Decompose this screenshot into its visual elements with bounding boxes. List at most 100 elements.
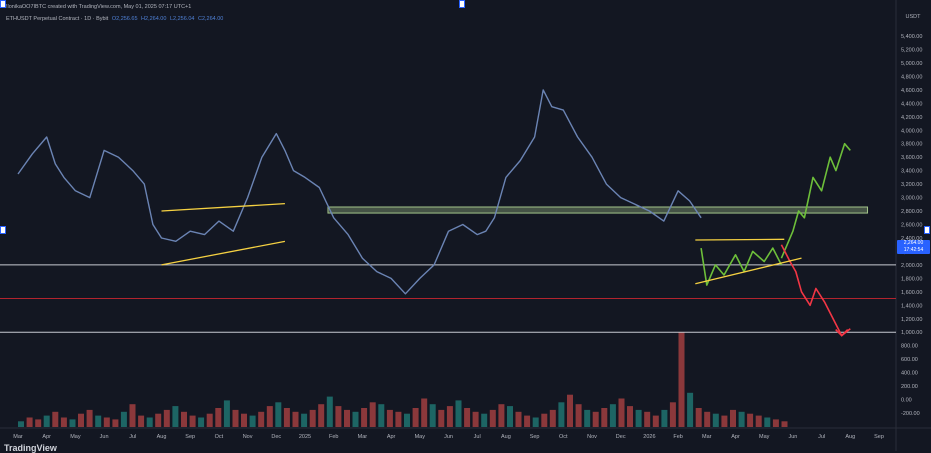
volume-bar	[249, 415, 256, 427]
volume-bar	[120, 411, 127, 427]
tradingview-logo[interactable]: TradingView	[4, 443, 57, 453]
high-value: H2,264.00	[141, 16, 167, 22]
volume-bar	[472, 411, 479, 427]
volume-bar	[35, 419, 42, 427]
x-tick-label: Jun	[100, 434, 109, 440]
volume-bar	[644, 411, 651, 427]
volume-bar	[738, 411, 745, 427]
volume-bar	[206, 413, 213, 427]
symbol-title[interactable]: ETHUSDT Perpetual Contract · 1D · Bybit	[6, 16, 109, 22]
x-tick-label: 2026	[643, 434, 655, 440]
x-tick-label: Feb	[329, 434, 338, 440]
volume-bar	[575, 404, 582, 427]
volume-bar	[335, 406, 342, 427]
x-tick-label: Apr	[731, 434, 740, 440]
x-tick-label: Apr	[42, 434, 51, 440]
trendline	[161, 240, 286, 266]
selection-handle-top-right[interactable]	[459, 0, 465, 8]
y-tick-label: 0.00	[901, 398, 912, 404]
volume-bar	[258, 411, 265, 427]
y-tick-label: 3,400.00	[901, 169, 922, 175]
volume-bar	[541, 413, 548, 427]
x-tick-label: Sep	[530, 434, 540, 440]
volume-bar	[712, 413, 719, 427]
volume-bar	[695, 408, 702, 427]
bar-countdown: 17:42:54	[903, 247, 924, 253]
trendlines	[161, 202, 802, 285]
volume-bar	[275, 402, 282, 427]
y-tick-label: -200.00	[901, 411, 920, 417]
time-axis[interactable]: Mar Apr May Jun Jul Aug Sep Oct Nov Dec 2025 Feb Mar…	[13, 434, 884, 440]
volume-bar	[26, 417, 33, 427]
volume-bar	[687, 392, 694, 427]
selection-handle-top-left[interactable]	[0, 0, 6, 8]
y-tick-label: 4,800.00	[901, 74, 922, 80]
y-tick-label: 5,000.00	[901, 61, 922, 67]
volume-bar	[438, 409, 445, 427]
volume-bar	[146, 417, 153, 427]
y-tick-label: 600.00	[901, 357, 918, 363]
volume-bar	[395, 411, 402, 427]
volume-bar	[704, 411, 711, 427]
volume-bar	[172, 406, 179, 427]
volume-bar	[635, 409, 642, 427]
author-watermark: !lonikaOO7IBTC created with TradingView.…	[6, 4, 192, 10]
x-tick-label: Sep	[185, 434, 195, 440]
x-tick-label: Aug	[157, 434, 167, 440]
volume-bar	[292, 411, 299, 427]
volume-bar	[507, 406, 513, 427]
volume-bar	[404, 413, 410, 427]
y-tick-label: 2,800.00	[901, 209, 922, 215]
volume-bar	[163, 409, 170, 427]
selection-handle-right[interactable]	[924, 226, 930, 234]
y-tick-label: 2,000.00	[901, 263, 922, 269]
volume-bar	[86, 409, 93, 427]
volume-bar	[730, 409, 736, 427]
volume-bar	[95, 415, 102, 427]
volume-bar	[532, 417, 539, 427]
last-price-tag: 2,264.00 17:42:54	[897, 240, 930, 254]
volume-bar	[378, 404, 385, 427]
x-tick-label: Jul	[818, 434, 825, 440]
volume-bar	[361, 408, 368, 427]
y-tick-label: 3,800.00	[901, 142, 922, 148]
volume-bar	[223, 400, 230, 427]
y-tick-label: 400.00	[901, 371, 918, 377]
symbol-legend: ETHUSDT Perpetual Contract · 1D · Bybit …	[6, 16, 223, 22]
y-tick-label: 2,600.00	[901, 223, 922, 229]
volume-bar	[60, 417, 67, 427]
volume-bar	[181, 411, 187, 427]
low-value: L2,256.04	[169, 16, 195, 22]
volume-bar	[352, 411, 359, 427]
open-value: O2,256.65	[111, 16, 138, 22]
volume-bar	[678, 332, 685, 427]
trendline	[161, 202, 285, 212]
x-tick-label: Dec	[616, 434, 626, 440]
volume-bar	[326, 396, 333, 427]
series-line-projection-range	[700, 247, 783, 286]
volume-bar	[481, 413, 488, 427]
arrow-head	[835, 329, 849, 337]
x-tick-label: Jun	[788, 434, 797, 440]
selection-handle-left[interactable]	[0, 226, 6, 234]
x-tick-label: 2025	[299, 434, 311, 440]
volume-bar	[78, 413, 84, 427]
y-tick-label: 1,200.00	[901, 317, 922, 323]
volume-bar	[18, 421, 24, 427]
y-tick-label: 1,400.00	[901, 303, 922, 309]
volume-bar	[69, 419, 76, 427]
volume-bar	[301, 413, 308, 427]
volume-bar	[198, 417, 205, 427]
currency-label[interactable]: USDT	[905, 14, 921, 20]
y-tick-label: 1,600.00	[901, 290, 922, 296]
x-tick-label: Nov	[243, 434, 253, 440]
x-tick-label: Sep	[874, 434, 884, 440]
volume-bar	[344, 409, 350, 427]
close-value: C2,264.00	[197, 16, 224, 22]
series-line-projection-down	[780, 244, 851, 337]
volume-bar	[138, 415, 145, 427]
volume-bar	[584, 409, 591, 427]
volume-bars	[18, 332, 788, 427]
